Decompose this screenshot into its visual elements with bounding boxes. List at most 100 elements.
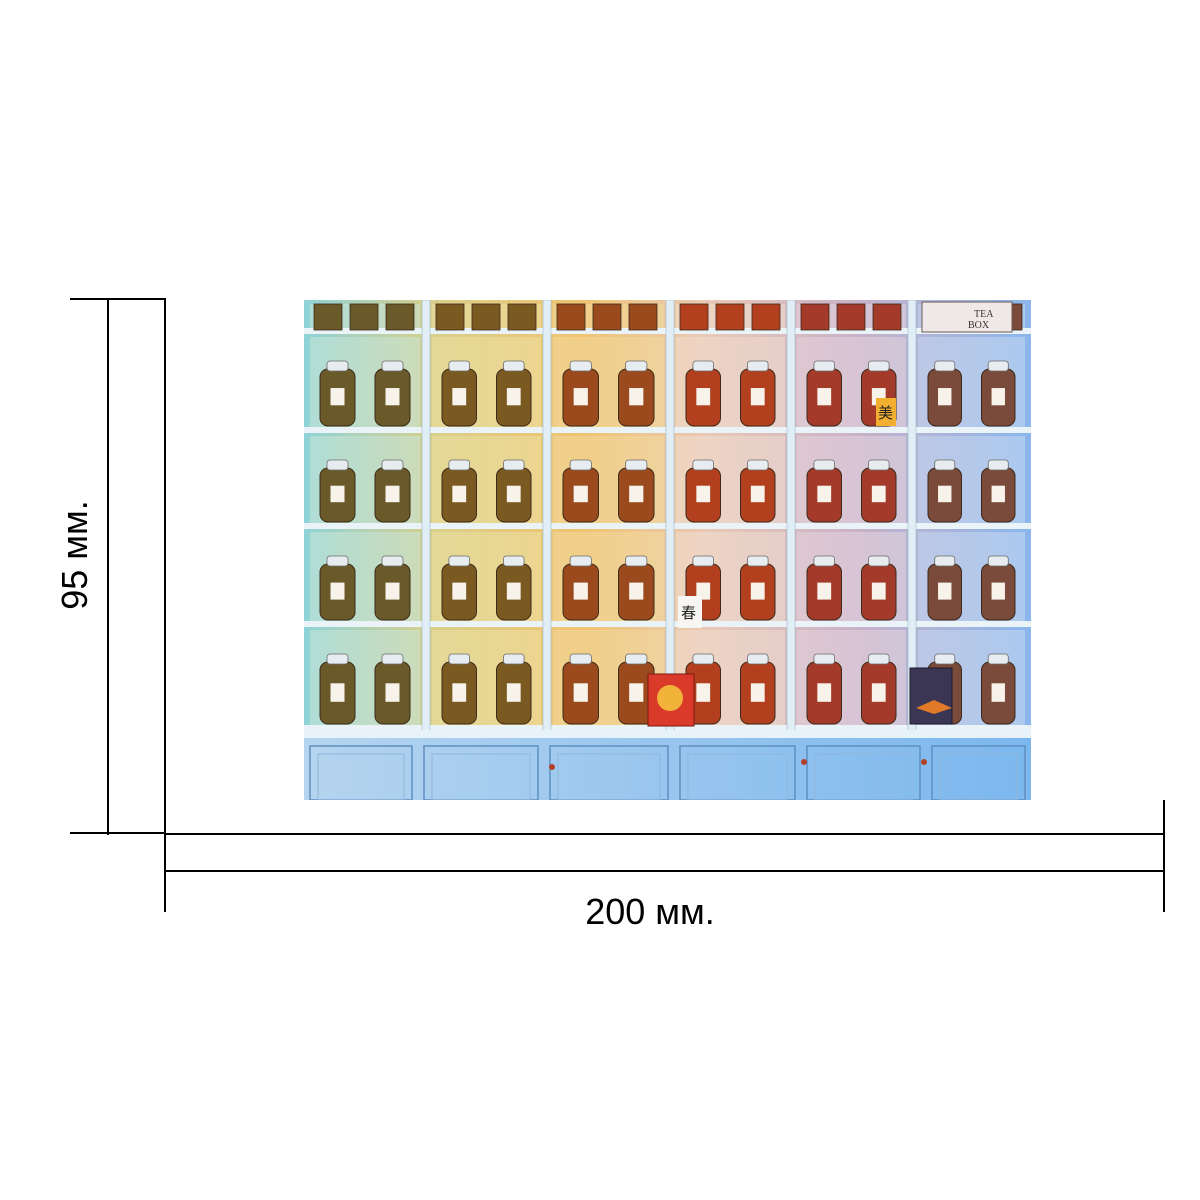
cabinet-door [806, 745, 921, 800]
jar-label [696, 683, 711, 702]
jar-lid [813, 555, 835, 567]
shelf-post [542, 300, 552, 737]
jar-label [696, 485, 711, 503]
jar-lid [381, 459, 404, 471]
jar-label [817, 683, 832, 702]
jar-label [938, 485, 952, 503]
jar-label [385, 582, 400, 600]
height-label: 95 мм. [54, 500, 95, 610]
shelf-board [791, 523, 912, 529]
shelf-board [912, 621, 1031, 627]
jar-lid [813, 459, 835, 471]
shelf-board [304, 427, 426, 433]
shelf-board [670, 523, 791, 529]
shelf-board [670, 328, 791, 334]
gift-box [909, 667, 953, 725]
jar-label [385, 683, 400, 702]
jar-lid [625, 360, 648, 372]
jar-lid [692, 360, 714, 372]
jar-label [330, 485, 345, 503]
cabinet-door-panel [814, 753, 913, 800]
jar-lid [448, 653, 470, 665]
jar-label [871, 683, 886, 702]
jar-lid [746, 555, 769, 567]
cabinet-door-panel [431, 753, 531, 800]
width-label: 200 мм. [585, 891, 715, 932]
jar-lid [569, 360, 592, 372]
cabinet-door-panel [939, 753, 1018, 800]
height-guide-line [164, 300, 166, 835]
jar-label [452, 683, 467, 702]
jars [313, 303, 1023, 725]
shelf-board [426, 427, 547, 433]
jar-lid [813, 653, 835, 665]
shelf-post [421, 300, 431, 737]
jar-lid [502, 459, 525, 471]
jar-lid [625, 459, 648, 471]
jar-lid [381, 360, 404, 372]
tea-box-label-1: TEA [974, 309, 994, 320]
char-2: 春 [681, 604, 696, 622]
tea-box-label-2: BOX [968, 320, 990, 331]
jar-label [696, 388, 711, 406]
jar-lid [934, 653, 956, 665]
width-guide-line [166, 833, 1164, 835]
tin [715, 303, 745, 331]
jar-label [506, 485, 521, 503]
shelf-board [791, 427, 912, 433]
jar-label [573, 582, 588, 600]
jar-label [330, 388, 345, 406]
shelf-board [670, 725, 791, 731]
jar-label [452, 388, 467, 406]
jar-lid [625, 653, 648, 665]
jar-label [573, 485, 588, 503]
jar-label [330, 683, 345, 702]
jar-label [629, 683, 644, 702]
jar-lid [625, 555, 648, 567]
door-knob [921, 759, 927, 765]
tin [751, 303, 781, 331]
shelf-board [547, 328, 670, 334]
shelf-board [670, 427, 791, 433]
jar-lid [868, 459, 890, 471]
width-right-tick [1163, 800, 1165, 912]
shelf-board [426, 621, 547, 627]
jar-label [506, 582, 521, 600]
cabinet-door [931, 745, 1026, 800]
jar-label [629, 582, 644, 600]
tin [385, 303, 415, 331]
shelf-board [912, 523, 1031, 529]
cabinet-doors [309, 745, 1026, 800]
cabinet-door-panel [557, 753, 661, 800]
jar-lid [502, 555, 525, 567]
tin [556, 303, 586, 331]
jar-lid [934, 360, 956, 372]
tea-box [921, 301, 1013, 333]
cabinet-door [679, 745, 796, 800]
char-box-2 [678, 596, 702, 628]
jar-label [817, 582, 832, 600]
cabinet-door [309, 745, 413, 800]
jar-lid [692, 653, 714, 665]
jar-lid [326, 653, 349, 665]
shelf-board [426, 328, 547, 334]
jar-label [750, 388, 765, 406]
width-left-tick [164, 800, 166, 912]
shelf-board [304, 725, 426, 731]
jar-label [750, 485, 765, 503]
jar-lid [987, 653, 1009, 665]
jar-label [991, 582, 1005, 600]
tin [349, 303, 379, 331]
jar-lid [569, 555, 592, 567]
jar-lid [746, 459, 769, 471]
jar-label [385, 485, 400, 503]
shelf-board [426, 725, 547, 731]
jar-lid [448, 360, 470, 372]
jar-label [817, 388, 832, 406]
jar-lid [381, 653, 404, 665]
height-dimension-line [107, 300, 109, 835]
jar-label [629, 388, 644, 406]
jar-label [991, 388, 1005, 406]
jar-label [330, 582, 345, 600]
jar-label [385, 388, 400, 406]
